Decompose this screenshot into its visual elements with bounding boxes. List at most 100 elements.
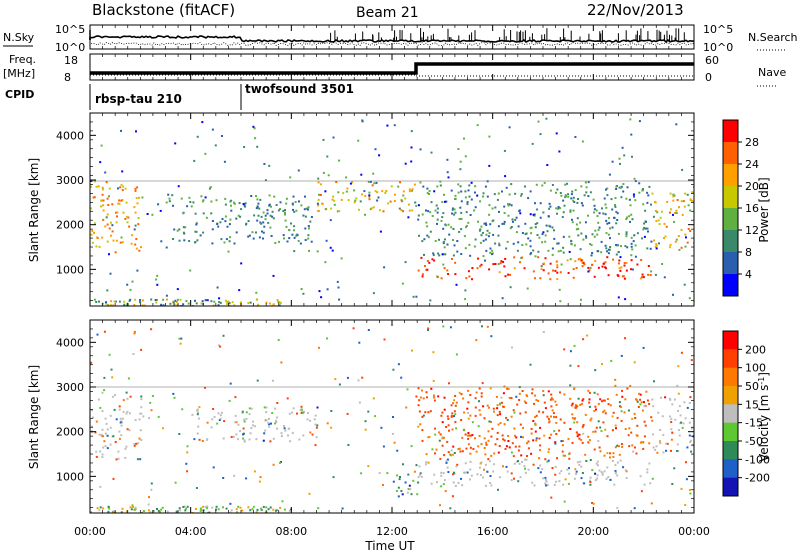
echo-cell-1-4	[556, 457, 558, 460]
echo-cell-1-4	[616, 416, 619, 419]
echo-noise-1	[411, 349, 413, 352]
echo-noise-0	[532, 213, 535, 216]
echo-cell-1-4	[614, 446, 617, 449]
echo-cell-1-1	[280, 435, 283, 437]
echo-cell-0-4	[629, 220, 631, 223]
echo-cell-1-4	[602, 399, 605, 402]
echo-cell-0-1	[270, 235, 273, 237]
echo-cell-0-1	[178, 239, 181, 242]
echo-cell-1-3	[646, 468, 649, 471]
echo-noise-0	[672, 213, 674, 216]
ytick-label: 3000	[56, 381, 84, 394]
echo-near-range-0	[175, 301, 178, 304]
echo-cell-0-5	[654, 209, 657, 212]
echo-cell-0-4	[626, 216, 628, 219]
echo-noise-1	[532, 463, 535, 466]
echo-cell-1-4	[599, 398, 602, 401]
echo-near-range-1	[183, 505, 186, 508]
echo-cell-0-0	[106, 213, 109, 216]
echo-cell-0-1	[307, 206, 310, 209]
echo-cell-1-4	[618, 453, 621, 456]
echo-cell-0-0	[138, 196, 140, 199]
echo-cell-1-4	[619, 406, 622, 409]
echo-cell-1-4	[639, 398, 642, 401]
echo-cell-1-0	[102, 435, 105, 438]
echo-cell-0-4	[649, 247, 652, 250]
echo-cell-0-2	[345, 190, 348, 193]
echo-cell-1-4	[644, 404, 647, 407]
echo-cell-1-1	[243, 439, 246, 442]
echo-noise-0	[104, 171, 107, 174]
echo-cell-0-4	[590, 244, 593, 247]
xtick-label: 16:00	[477, 525, 509, 538]
echo-cell-0-3	[581, 261, 584, 264]
echo-cell-0-3	[649, 274, 652, 276]
echo-cell-0-4	[451, 212, 454, 215]
echo-near-range-1	[267, 508, 270, 511]
echo-cell-1-4	[582, 425, 585, 428]
echo-cell-1-1	[268, 423, 270, 426]
echo-cell-0-4	[634, 199, 637, 202]
echo-near-range-1	[237, 505, 240, 508]
echo-noise-0	[467, 189, 470, 192]
echo-cell-0-4	[608, 222, 611, 224]
echo-cell-1-4	[421, 429, 424, 432]
echo-cell-0-4	[438, 238, 440, 241]
echo-cell-0-4	[469, 254, 472, 257]
echo-noise-0	[539, 133, 542, 136]
echo-cell-1-4	[555, 433, 558, 435]
echo-cell-0-0	[134, 211, 137, 214]
echo-noise-1	[440, 414, 443, 417]
echo-cell-1-4	[645, 390, 648, 393]
echo-noise-0	[446, 243, 449, 246]
echo-cell-0-0	[105, 181, 108, 184]
echo-cell-1-3	[514, 462, 516, 465]
echo-cell-0-4	[593, 235, 596, 238]
echo-cell-0-1	[258, 207, 261, 210]
echo-near-range-1	[149, 511, 152, 513]
echo-cell-1-0	[109, 414, 112, 417]
echo-near-range-1	[113, 511, 116, 513]
echo-cell-1-4	[488, 406, 490, 409]
echo-cell-0-4	[570, 193, 573, 196]
echo-cell-0-4	[555, 207, 558, 210]
echo-cell-1-4	[518, 445, 521, 448]
echo-noise-0	[542, 231, 545, 234]
echo-noise-0	[324, 190, 327, 193]
echo-cell-1-4	[443, 396, 446, 399]
echo-cell-0-0	[136, 202, 139, 205]
echo-cell-0-0	[104, 225, 107, 228]
echo-cell-1-4	[514, 434, 516, 437]
echo-noise-0	[419, 148, 422, 151]
echo-cell-1-4	[570, 404, 573, 407]
echo-noise-1	[503, 385, 506, 388]
echo-cell-0-4	[564, 195, 567, 198]
echo-cell-1-4	[530, 427, 533, 430]
echo-noise-1	[142, 415, 145, 418]
echo-noise-0	[492, 219, 495, 222]
echo-cell-0-4	[486, 229, 489, 232]
echo-cell-0-4	[489, 247, 492, 250]
echo-noise-1	[515, 395, 518, 398]
echo-noise-1	[593, 391, 596, 394]
echo-noise-1	[583, 482, 586, 485]
echo-cell-0-4	[454, 211, 457, 214]
echo-cell-0-3	[534, 277, 536, 280]
echo-cell-1-1	[314, 423, 317, 426]
echo-cell-0-4	[482, 192, 485, 195]
echo-cell-1-1	[196, 408, 199, 411]
echo-near-range-1	[112, 511, 115, 513]
echo-cell-0-0	[102, 218, 105, 221]
cpid-program-1: rbsp-tau 210	[95, 92, 182, 106]
echo-noise-1	[330, 426, 333, 429]
echo-cell-0-4	[547, 215, 550, 218]
echo-cell-1-4	[569, 397, 572, 400]
echo-noise-1	[505, 465, 508, 468]
echo-cell-0-4	[591, 233, 594, 236]
echo-noise-0	[204, 196, 207, 199]
echo-cell-1-4	[445, 426, 448, 428]
colorbar-swatch	[723, 274, 738, 297]
echo-noise-0	[369, 180, 372, 183]
echo-noise-1	[400, 376, 403, 379]
echo-noise-0	[633, 177, 636, 180]
